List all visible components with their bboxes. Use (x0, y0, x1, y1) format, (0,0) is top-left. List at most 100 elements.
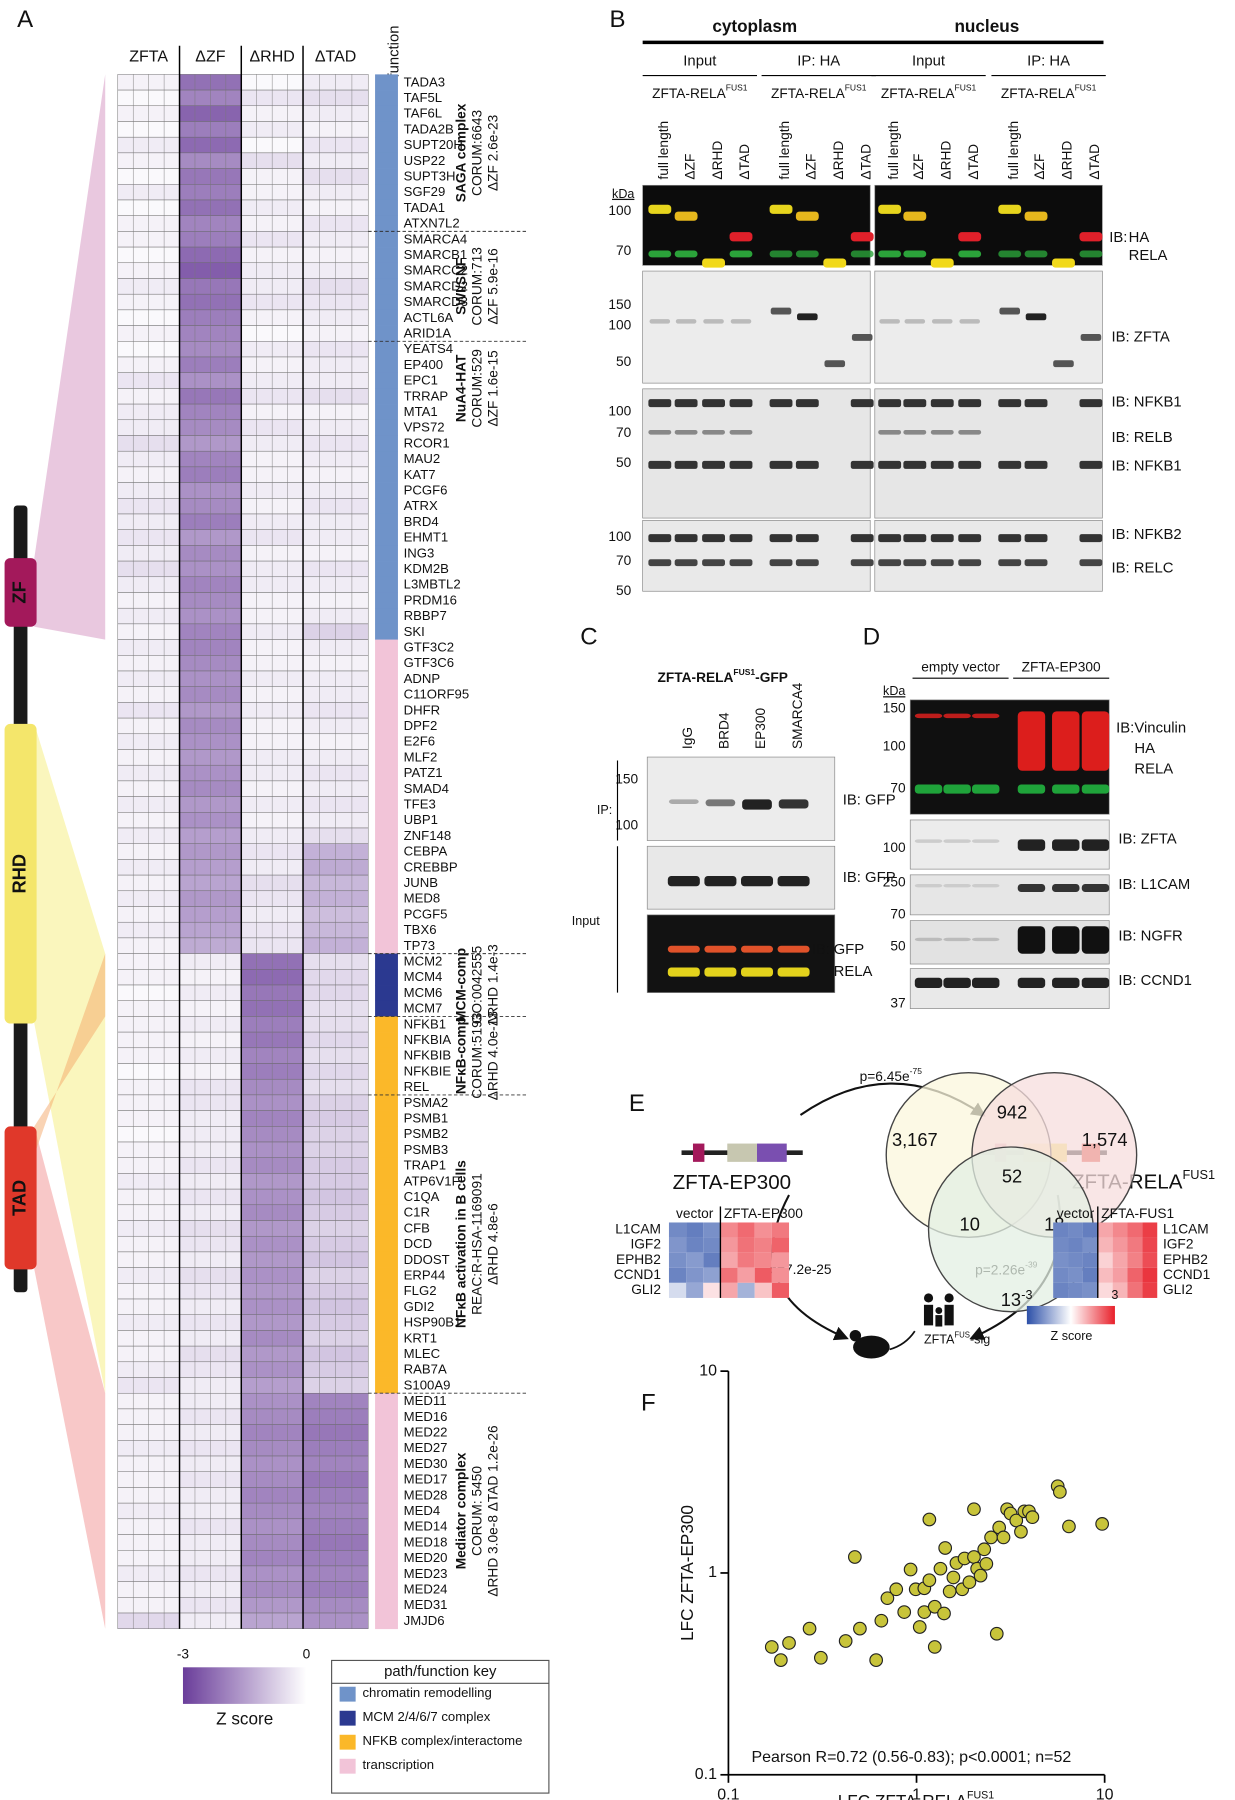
band (878, 460, 902, 469)
band (879, 319, 900, 324)
band (741, 875, 774, 887)
gene-label: MED14 (404, 1519, 448, 1534)
gene-label: PCGF6 (404, 482, 448, 497)
function-bar (375, 702, 398, 719)
function-bar (375, 1236, 398, 1253)
marker-label: 100 (608, 318, 631, 333)
signature-label: ZFTAFUS-sig (924, 1331, 990, 1347)
ib-label: IB: GFP (843, 870, 896, 886)
gene-label: BRD4 (404, 514, 439, 529)
function-bar (375, 1173, 398, 1190)
construct-label: ZFTA-RELAFUS1 (1001, 83, 1097, 101)
annotation-text: CORUM:5193 (470, 1012, 485, 1099)
gene-label: DPF2 (404, 718, 438, 733)
band (795, 534, 819, 543)
function-bar (375, 875, 398, 892)
panel-c-title: ZFTA-RELAFUS1-GFP (657, 667, 787, 685)
gene-label: C11ORF95 (404, 687, 469, 702)
signature-label-main: ZFTA (924, 1333, 955, 1347)
gene-label: TBX6 (404, 922, 437, 937)
key-box (331, 1659, 550, 1794)
column-header: ΔTAD (315, 48, 357, 65)
compartment-label: nucleus (954, 16, 1019, 36)
function-bar (375, 1299, 398, 1316)
blot (874, 520, 1103, 592)
lane-label: full length (1006, 121, 1021, 180)
heatmap-cell (686, 1267, 704, 1283)
heatmap-cell (1097, 1237, 1113, 1253)
band (702, 460, 725, 469)
point (903, 1562, 918, 1577)
blot (642, 520, 871, 592)
ib-label: RELA (834, 964, 873, 980)
heatmap-cell (720, 1282, 738, 1298)
icon (889, 1330, 916, 1351)
panel-label: D (863, 623, 880, 650)
band (943, 713, 971, 719)
band (914, 977, 943, 989)
gene-label: REL (404, 1079, 430, 1094)
band (851, 333, 873, 341)
heatmap-cell (1112, 1252, 1128, 1268)
function-bar (375, 247, 398, 264)
point (773, 1653, 788, 1667)
gene-label: UBP1 (404, 812, 438, 827)
function-bar (375, 1283, 398, 1300)
icon (853, 1335, 890, 1359)
band (1079, 460, 1103, 469)
heatmap-cell (1068, 1237, 1083, 1253)
gene-label: PSMB1 (404, 1111, 449, 1126)
gene-label: NFKBIB (404, 1048, 452, 1063)
icon (944, 1293, 954, 1303)
band (1053, 360, 1074, 368)
annotation-title: SAGA complex (454, 103, 469, 202)
gene-label: MED4 (404, 1503, 441, 1518)
band (1081, 784, 1110, 794)
blot (909, 968, 1110, 1009)
band (850, 399, 874, 408)
gene-label: MED18 (404, 1534, 448, 1549)
band (878, 534, 902, 543)
point (933, 1561, 948, 1576)
gene-label: DDOST (404, 1252, 450, 1267)
heatmap-cell (1053, 1222, 1069, 1238)
band (1025, 313, 1047, 321)
gene-label: JUNB (404, 875, 439, 890)
gene-label: RCOR1 (404, 435, 450, 450)
band (1079, 232, 1103, 242)
band (742, 799, 772, 810)
heatmap-cell (737, 1222, 755, 1238)
heatmap-cell (1097, 1222, 1113, 1238)
gene-label: MED11 (404, 1393, 447, 1408)
function-bar (375, 309, 398, 326)
ib-label: IB: NFKB2 (1111, 527, 1181, 543)
ip-label: IP: (597, 803, 612, 817)
band (971, 784, 1000, 794)
kda-label: kDa (612, 187, 634, 201)
function-bar (375, 1361, 398, 1378)
band (674, 399, 698, 408)
annotation-text: CORUM:529 (470, 349, 485, 428)
heatmap-cell (1127, 1252, 1143, 1268)
heatmap-cell (1082, 1237, 1098, 1253)
heatmap-cell (1053, 1267, 1069, 1283)
ib-label: IB: (1116, 720, 1134, 736)
key-swatch (339, 1758, 356, 1774)
band (795, 399, 819, 408)
heatmap-cell (771, 1267, 790, 1283)
construct-label-sup: FUS1 (726, 83, 748, 93)
gene-label: USP22 (404, 153, 446, 168)
lane-label: ΔTAD (737, 144, 752, 180)
function-bar (375, 1471, 398, 1488)
point (897, 1605, 912, 1619)
marker-label: 70 (616, 243, 632, 258)
venn-count: 13 (1001, 1289, 1021, 1310)
band (958, 430, 982, 435)
icon (923, 1293, 934, 1303)
annotation-text: ΔZF 2.6e-23 (486, 114, 501, 191)
x-tick-label: 1 (912, 1787, 921, 1800)
band (778, 799, 809, 809)
heatmap-cell (1068, 1282, 1083, 1298)
marker-label: 50 (616, 455, 632, 470)
band (1052, 711, 1080, 771)
